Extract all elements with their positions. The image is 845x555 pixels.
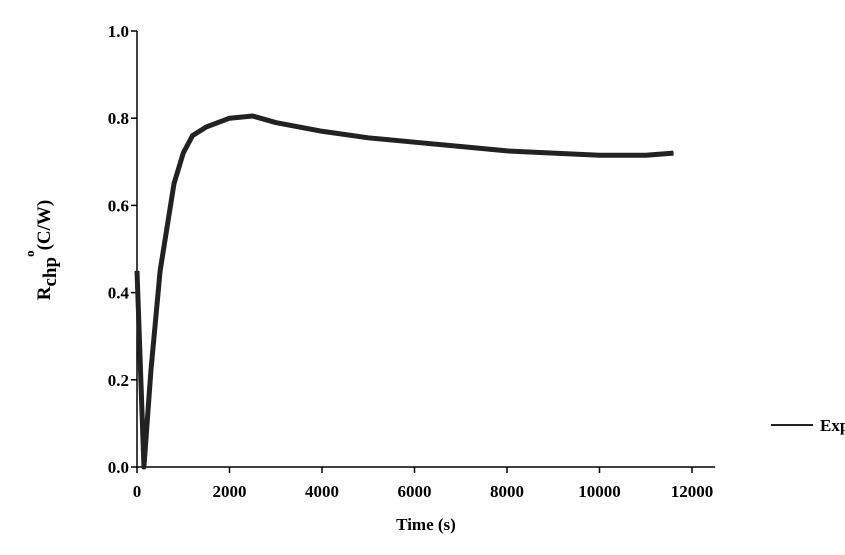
y-label-unit: (C/W)	[34, 200, 55, 251]
y-tick-label: 0.4	[108, 284, 130, 303]
x-tick-label: 8000	[490, 482, 524, 501]
x-tick-label: 0	[133, 482, 142, 501]
y-tick-label: 0.6	[108, 196, 129, 215]
x-axis-label: Time (s)	[396, 515, 456, 534]
y-tick-label: 0.2	[108, 371, 129, 390]
y-tick-label: 0.8	[108, 109, 129, 128]
y-label-sub: chp	[40, 257, 61, 287]
x-tick-label: 2000	[213, 482, 247, 501]
data-line	[134, 113, 674, 470]
legend-label: Exp #8	[820, 416, 845, 435]
x-tick-label: 12000	[671, 482, 714, 501]
y-tick-label: 1.0	[108, 22, 129, 41]
y-label-sup: o	[22, 250, 37, 257]
x-tick-label: 4000	[305, 482, 339, 501]
x-tick-label: 10000	[578, 482, 621, 501]
x-tick-label: 6000	[398, 482, 432, 501]
y-label-main: Rchpo(C/W)	[22, 200, 61, 300]
y-label-r: R	[34, 286, 55, 300]
y-tick-label: 0.0	[108, 458, 129, 477]
y-axis-label: Rchpo(C/W)	[22, 200, 61, 300]
